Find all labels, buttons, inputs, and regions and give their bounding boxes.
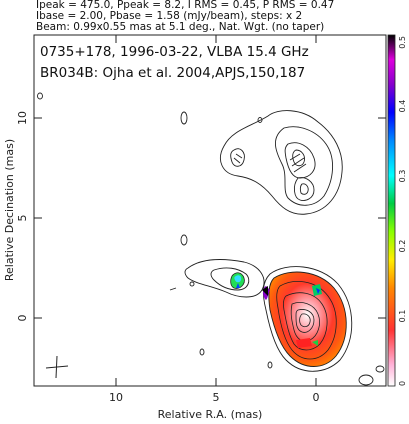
x-axis-label: Relative R.A. (mas) bbox=[158, 408, 263, 421]
chart-subtitle: BR034B: Ojha et al. 2004,APJS,150,187 bbox=[40, 65, 305, 81]
colorbar-tick: 0.1 bbox=[398, 310, 407, 323]
header-line-1: Ipeak = 475.0, Ppeak = 8.2, I RMS = 0.45… bbox=[36, 0, 335, 11]
colorbar-tick: 0 bbox=[398, 381, 407, 386]
jet-north-contours bbox=[220, 110, 343, 215]
header-line-3: Beam: 0.99x0.55 mas at 5.1 deg., Nat. Wg… bbox=[36, 21, 325, 33]
core-contours bbox=[262, 266, 353, 372]
colorbar-tick: 0.4 bbox=[398, 100, 407, 113]
contour-layer bbox=[37, 92, 385, 386]
x-tick-label: 5 bbox=[213, 391, 220, 404]
y-tick-label: 0 bbox=[16, 315, 29, 322]
y-tick-label: 5 bbox=[16, 215, 29, 222]
colorbar-tick: 0.5 bbox=[398, 36, 407, 49]
y-axis-label: Relative Decination (mas) bbox=[3, 139, 16, 281]
colorbar-ticks: 0 0.1 0.2 0.3 0.4 0.5 bbox=[398, 36, 407, 386]
axis-ticks bbox=[34, 35, 386, 386]
x-tick-label: 10 bbox=[109, 391, 123, 404]
chart-title: 0735+178, 1996-03-22, VLBA 15.4 GHz bbox=[40, 44, 309, 60]
beam-marker bbox=[45, 355, 69, 379]
colorbar-tick: 0.2 bbox=[398, 240, 407, 253]
jet-west-contours bbox=[184, 259, 265, 298]
colorbar bbox=[387, 34, 396, 387]
colorbar-tick: 0.3 bbox=[398, 170, 407, 183]
isolated-contours bbox=[37, 92, 385, 386]
y-tick-label: 10 bbox=[16, 111, 29, 125]
x-tick-label: 0 bbox=[313, 391, 320, 404]
header-line-2: Ibase = 2.00, Pbase = 1.58 (mJy/beam), s… bbox=[36, 10, 303, 22]
